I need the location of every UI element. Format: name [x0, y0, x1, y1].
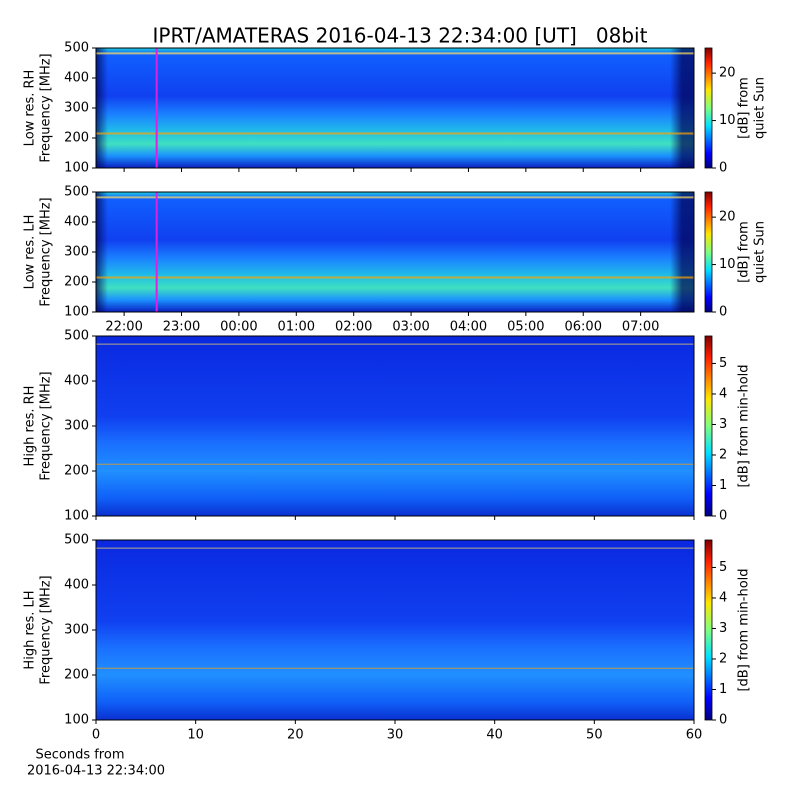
y-axis-label: Low res. RH: [23, 70, 38, 147]
x-tick-label: 50: [586, 728, 603, 743]
x-tick-label: 02:00: [335, 320, 372, 335]
spectrogram-edges: [96, 192, 694, 312]
y-tick-label: 100: [64, 713, 89, 728]
colorbar-label: [dB] from min-hold: [737, 364, 752, 487]
colorbar-label: [dB] from min-hold: [737, 568, 752, 691]
colorbar: [704, 47, 713, 169]
y-axis-label: Frequency [MHz]: [39, 371, 54, 480]
y-tick-label: 400: [64, 215, 89, 230]
colorbar-label: [dB] from: [737, 77, 752, 139]
x-tick-label: 10: [187, 728, 204, 743]
x-tick-label: 01:00: [278, 320, 315, 335]
title: IPRT/AMATERAS 2016-04-13 22:34:00 [UT] 0…: [153, 24, 648, 48]
y-tick-label: 500: [64, 185, 89, 200]
colorbar-tick-label: 4: [719, 590, 727, 605]
x-axis-label: Seconds from: [35, 748, 124, 763]
colorbar: [704, 191, 713, 313]
colorbar-label: quiet Sun: [753, 221, 768, 283]
spectrogram: [96, 540, 694, 720]
x-tick-label: 04:00: [450, 320, 487, 335]
colorbar-tick-label: 3: [719, 621, 727, 636]
y-tick-label: 500: [64, 329, 89, 344]
y-tick-label: 300: [64, 245, 89, 260]
colorbar-label: quiet Sun: [753, 77, 768, 139]
y-axis-label: Frequency [MHz]: [39, 197, 54, 306]
colorbar-tick-label: 0: [719, 161, 727, 176]
y-axis-label: Low res. LH: [23, 215, 38, 290]
colorbar-tick-label: 5: [719, 356, 727, 371]
colorbar-tick-label: 0: [719, 305, 727, 320]
colorbar-tick-label: 5: [719, 560, 727, 575]
x-tick-label: 30: [387, 728, 404, 743]
y-tick-label: 100: [64, 161, 89, 176]
y-axis-label: High res. LH: [23, 590, 38, 669]
x-tick-label: 40: [486, 728, 503, 743]
colorbar-tick-label: 20: [719, 210, 736, 225]
colorbar-tick-label: 2: [719, 447, 727, 462]
y-tick-label: 400: [64, 71, 89, 86]
y-tick-label: 200: [64, 668, 89, 683]
y-tick-label: 300: [64, 419, 89, 434]
y-tick-label: 200: [64, 464, 89, 479]
x-tick-label: 03:00: [392, 320, 429, 335]
colorbar-tick-label: 2: [719, 651, 727, 666]
y-tick-label: 200: [64, 275, 89, 290]
x-tick-label: 20: [287, 728, 304, 743]
x-tick-label: 05:00: [507, 320, 544, 335]
y-tick-label: 400: [64, 578, 89, 593]
colorbar-tick-label: 4: [719, 386, 727, 401]
colorbar-tick-label: 10: [719, 257, 736, 272]
colorbar: [704, 335, 713, 517]
spectrogram-edges: [96, 48, 694, 168]
colorbar-tick-label: 1: [719, 478, 727, 493]
y-tick-label: 400: [64, 374, 89, 389]
y-tick-label: 300: [64, 101, 89, 116]
colorbar-tick-label: 20: [719, 66, 736, 81]
spectrogram: [96, 336, 694, 516]
colorbar-tick-label: 10: [719, 113, 736, 128]
colorbar: [704, 539, 713, 721]
colorbar-tick-label: 0: [719, 713, 727, 728]
colorbar-tick-label: 1: [719, 682, 727, 697]
y-axis-label: Frequency [MHz]: [39, 575, 54, 684]
colorbar-tick-label: 3: [719, 417, 727, 432]
x-tick-label: 60: [686, 728, 703, 743]
colorbar-label: [dB] from: [737, 221, 752, 283]
colorbar-tick-label: 0: [719, 509, 727, 524]
y-tick-label: 100: [64, 305, 89, 320]
x-tick-label: 07:00: [622, 320, 659, 335]
y-tick-label: 100: [64, 509, 89, 524]
y-tick-label: 500: [64, 41, 89, 56]
x-tick-label: 22:00: [105, 320, 142, 335]
x-tick-label: 06:00: [565, 320, 602, 335]
y-tick-label: 500: [64, 533, 89, 548]
x-tick-label: 00:00: [220, 320, 257, 335]
x-tick-label: 23:00: [163, 320, 200, 335]
y-tick-label: 200: [64, 131, 89, 146]
y-axis-label: High res. RH: [23, 386, 38, 467]
x-tick-label: 0: [92, 728, 100, 743]
y-axis-label: Frequency [MHz]: [39, 53, 54, 162]
x-axis-label: 2016-04-13 22:34:00: [27, 764, 165, 779]
y-tick-label: 300: [64, 623, 89, 638]
